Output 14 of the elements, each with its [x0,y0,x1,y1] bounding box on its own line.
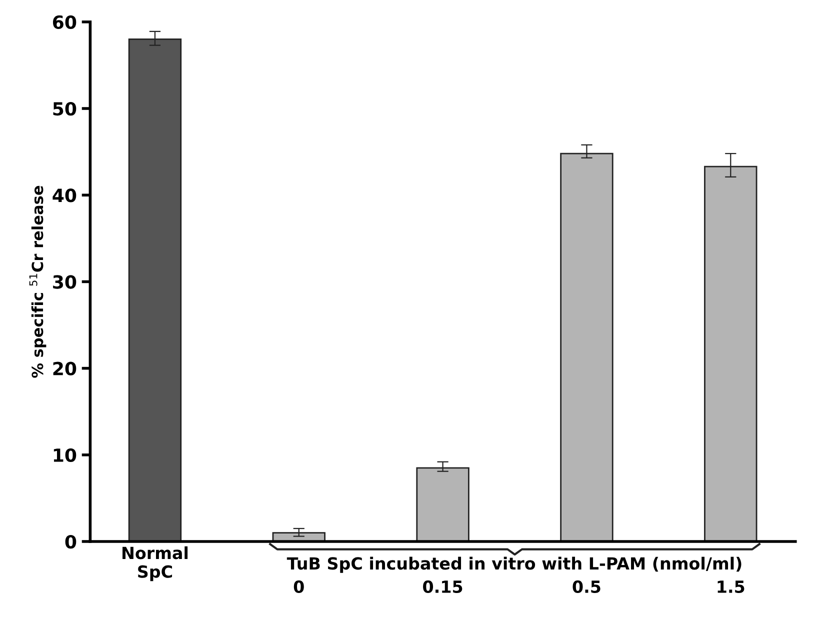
y-tick-label: 10 [54,448,76,462]
y-axis-title: % specific $^{51}$Cr release [29,186,46,378]
x-tick-label: 0 [294,580,304,594]
y-tick-label: 0 [65,534,76,549]
y-tick-label: 60 [53,15,76,30]
y-tick-label: 50 [53,102,76,116]
y-tick-label: 30 [53,275,76,289]
x-tick-label: Normal SpC [122,546,188,582]
x-tick-label: 1.5 [718,580,744,594]
x-tick-label: 0.5 [572,580,600,594]
text: TuB SpC incubated in vitro with L-PAM (nmol/ml) [286,556,742,573]
y-tick-label: 20 [53,362,76,376]
x-tick-label: 0.15 [423,580,462,594]
y-tick-label: 40 [52,188,76,202]
